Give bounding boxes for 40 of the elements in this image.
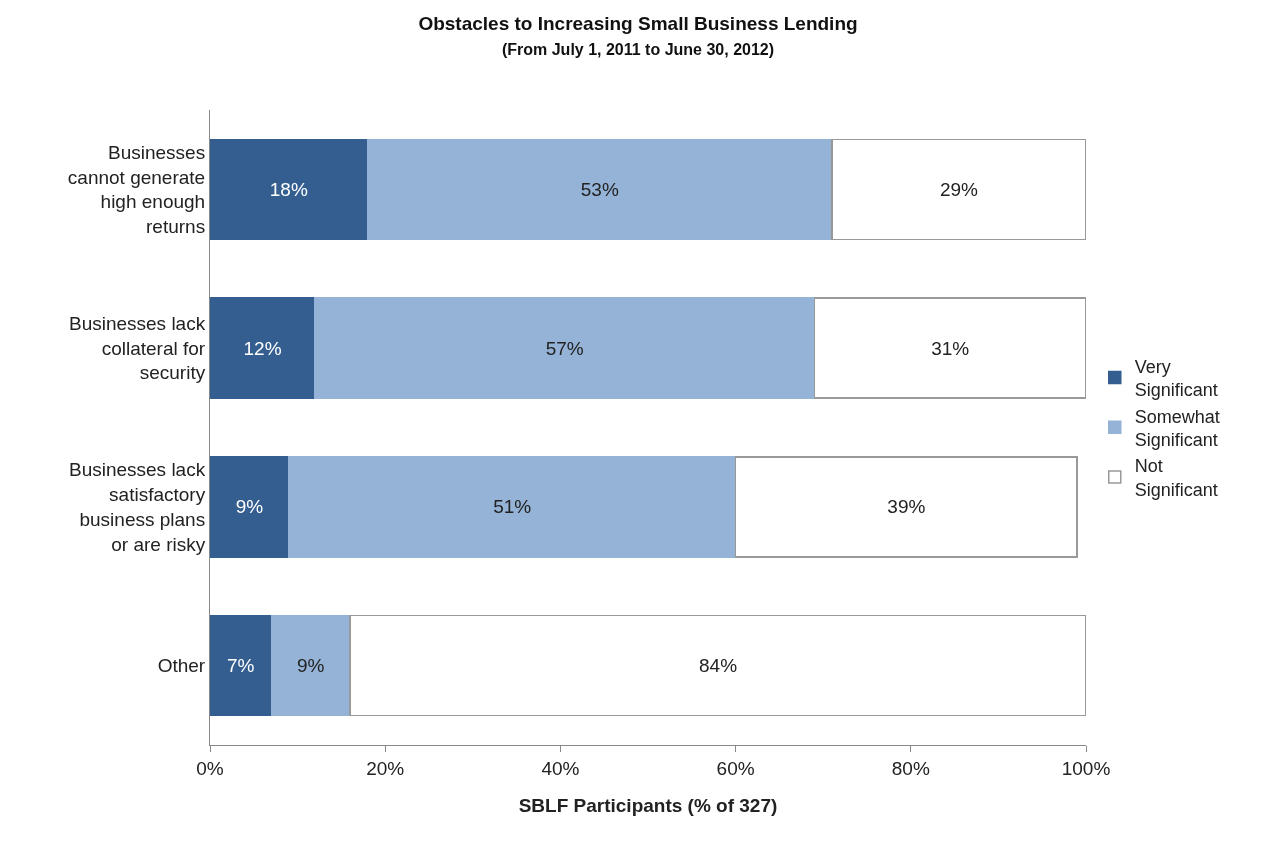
bar (210, 456, 290, 558)
bar (314, 297, 816, 399)
data-label: 57% (545, 337, 584, 359)
data-label: 51% (493, 496, 532, 518)
x-axis-title: SBLF Participants (% of 327) (518, 794, 778, 816)
legend-label: Very Significant (1134, 356, 1218, 401)
data-label: 84% (699, 655, 738, 677)
bar (210, 297, 316, 399)
data-label: 12% (243, 337, 282, 359)
bar (270, 614, 351, 717)
data-label: 39% (887, 496, 926, 518)
data-label: 53% (580, 178, 619, 200)
data-label: 9% (235, 496, 264, 518)
data-label: 18% (269, 178, 308, 200)
bar (734, 456, 1078, 558)
bar (210, 138, 369, 241)
chart-subtitle: (From July 1, 2011 to June 30, 2012) (501, 40, 775, 58)
data-label: 9% (296, 655, 325, 677)
y-tick-label: Businesses cannot generate high enough returns (67, 141, 206, 238)
bar (831, 138, 1086, 241)
data-label: 29% (939, 178, 979, 200)
bar (288, 456, 737, 558)
data-label: 31% (931, 337, 970, 359)
y-tick-label: Businesses lack satisfactory business plans or are risky (68, 459, 206, 555)
x-tick-label: 20% (366, 757, 405, 779)
data-label: 7% (226, 655, 255, 677)
bar (366, 138, 833, 241)
y-tick-label: Businesses lack collateral for security (68, 313, 206, 384)
x-tick-label: 60% (716, 757, 755, 779)
legend-label: Somewhat Significant (1134, 406, 1220, 450)
x-tick-label: 80% (891, 757, 930, 779)
bar (813, 297, 1086, 399)
y-tick-label: Other (157, 655, 206, 677)
legend-label: Not Significant (1134, 456, 1218, 500)
chart-title: Obstacles to Increasing Small Business Lending (418, 12, 858, 34)
x-tick-label: 100% (1061, 757, 1111, 779)
x-tick-label: 40% (541, 757, 580, 779)
bar (349, 614, 1086, 717)
bar (210, 614, 273, 717)
x-tick-label: 0% (196, 757, 224, 779)
